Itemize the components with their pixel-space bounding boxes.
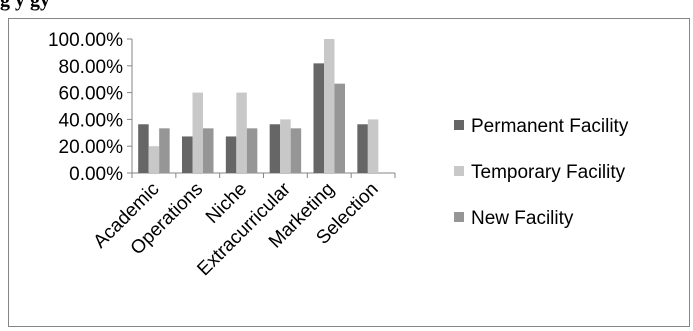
legend-label: New Facility xyxy=(471,208,574,229)
bar-temporary-facility-extracurricular xyxy=(280,119,291,173)
bar-new-facility-extracurricular xyxy=(290,128,302,173)
x-axis xyxy=(131,172,396,178)
y-tick-label: 80.00% xyxy=(59,57,124,78)
bar-temporary-facility-marketing xyxy=(324,39,335,173)
clipped-title: g y gy xyxy=(0,0,50,11)
y-tick-label: 100.00% xyxy=(48,30,123,51)
bar-new-facility-niche xyxy=(246,128,258,173)
bar-permanent-facility-selection xyxy=(357,124,368,173)
bar-temporary-facility-niche xyxy=(236,92,247,173)
bar-temporary-facility-academic xyxy=(148,146,160,173)
y-tick-label: 40.00% xyxy=(59,110,124,131)
bar-new-facility-academic xyxy=(159,128,170,173)
bar-permanent-facility-extracurricular xyxy=(269,124,281,173)
bar-permanent-facility-academic xyxy=(138,124,149,173)
legend-swatch xyxy=(454,166,464,176)
bar-permanent-facility-marketing xyxy=(313,63,324,173)
bar-new-facility-marketing xyxy=(334,83,345,173)
category-labels: AcademicOperationsNicheExtracurricularMa… xyxy=(90,178,383,280)
y-tick-label: 60.00% xyxy=(59,84,124,105)
legend-label: Permanent Facility xyxy=(471,116,629,137)
bar-temporary-facility-selection xyxy=(367,119,379,173)
y-tick-label: 0.00% xyxy=(69,164,123,185)
bar-temporary-facility-operations xyxy=(192,92,203,173)
y-axis: 100.00% 80.00% 60.00% 40.00% 20.00% 0.00% xyxy=(48,30,133,185)
y-tick-label: 20.00% xyxy=(59,137,124,158)
legend-label: Temporary Facility xyxy=(471,162,626,183)
legend-swatch xyxy=(454,120,464,130)
bars xyxy=(138,39,379,173)
bar-permanent-facility-niche xyxy=(225,136,237,173)
legend: Permanent Facility Temporary Facility New … xyxy=(454,116,629,229)
bar-new-facility-operations xyxy=(203,128,214,173)
bar-permanent-facility-operations xyxy=(182,136,193,173)
legend-swatch xyxy=(454,212,464,222)
